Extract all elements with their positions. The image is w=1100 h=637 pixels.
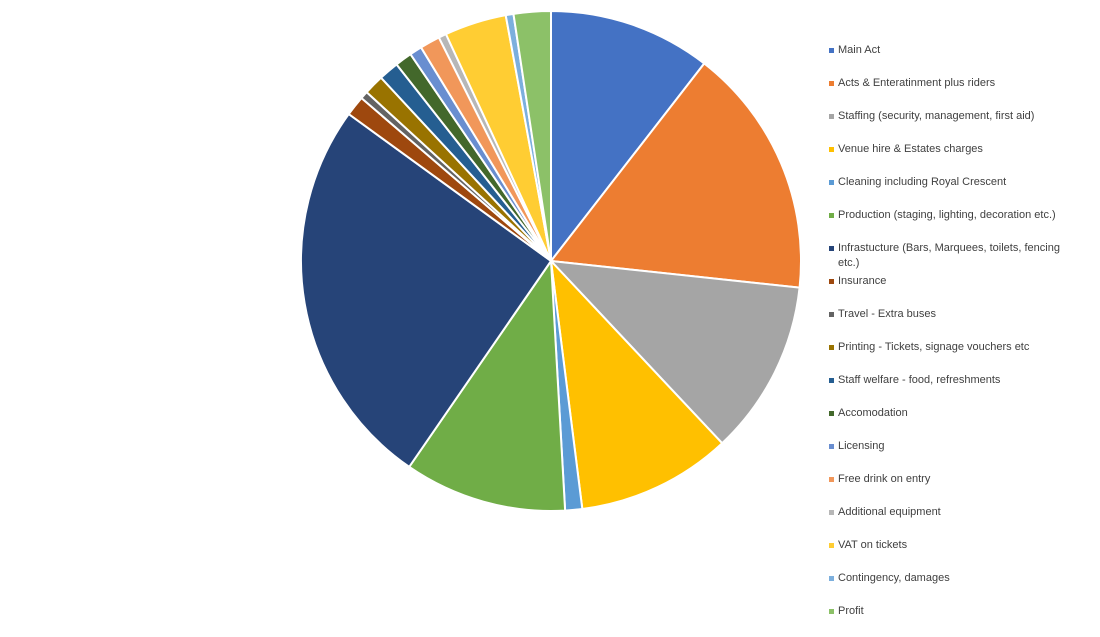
legend-label: Printing - Tickets, signage vouchers etc	[838, 341, 1030, 353]
legend-swatch	[829, 378, 834, 383]
legend-label: Staff welfare - food, refreshments	[838, 374, 1001, 386]
legend-label: Licensing	[838, 440, 885, 452]
legend-item: Production (staging, lighting, decoratio…	[829, 208, 1069, 223]
legend-item: Printing - Tickets, signage vouchers etc	[829, 340, 1069, 355]
legend-label: VAT on tickets	[838, 539, 908, 551]
pie-slice	[407, 258, 567, 512]
legend-item: Insurance	[829, 274, 1069, 289]
legend-item: Travel - Extra buses	[829, 307, 1069, 322]
legend-label: Travel - Extra buses	[838, 308, 937, 320]
legend-label: Profit	[838, 605, 864, 617]
legend-swatch	[829, 576, 834, 581]
legend-item: VAT on tickets	[829, 538, 1069, 553]
pie-slice	[548, 259, 801, 445]
legend-swatch	[829, 114, 834, 119]
legend-label: Free drink on entry	[838, 473, 931, 485]
pie-slice	[550, 9, 706, 264]
legend-label: Cleaning including Royal Crescent	[838, 176, 1007, 188]
legend-swatch	[829, 345, 834, 350]
legend-swatch	[829, 48, 834, 53]
legend-swatch	[829, 147, 834, 152]
pie-slice	[512, 9, 552, 262]
legend-swatch	[829, 312, 834, 317]
legend-swatch	[829, 411, 834, 416]
legend-swatch	[829, 609, 834, 614]
legend-item: Main Act	[829, 43, 1069, 58]
legend-item: Free drink on entry	[829, 472, 1069, 487]
legend-item: Infrastucture (Bars, Marquees, toilets, …	[829, 241, 1069, 271]
legend-item: Accomodation	[829, 406, 1069, 421]
legend-item: Additional equipment	[829, 505, 1069, 520]
legend-label: Contingency, damages	[838, 572, 950, 584]
legend-label: Main Act	[838, 44, 881, 56]
legend-item: Licensing	[829, 439, 1069, 454]
legend-item: Staffing (security, management, first ai…	[829, 109, 1069, 124]
legend-swatch	[829, 444, 834, 449]
legend-item: Contingency, damages	[829, 571, 1069, 586]
legend-item: Acts & Enteratinment plus riders	[829, 76, 1069, 91]
legend-swatch	[829, 213, 834, 218]
legend-swatch	[829, 477, 834, 482]
legend-swatch	[829, 279, 834, 284]
legend-swatch	[829, 81, 834, 86]
legend-item: Venue hire & Estates charges	[829, 142, 1069, 157]
legend-item: Profit	[829, 604, 1069, 619]
legend-swatch	[829, 246, 834, 251]
legend-label: Insurance	[838, 275, 887, 287]
legend-label: Infrastucture (Bars, Marquees, toilets, …	[838, 242, 1060, 269]
legend-item: Staff welfare - food, refreshments	[829, 373, 1069, 388]
pie-slice	[549, 258, 724, 511]
legend-swatch	[829, 543, 834, 548]
legend-label: Production (staging, lighting, decoratio…	[838, 209, 1056, 221]
legend-label: Additional equipment	[838, 506, 941, 518]
legend-label: Accomodation	[838, 407, 908, 419]
legend-label: Staffing (security, management, first ai…	[838, 110, 1035, 122]
legend-item: Cleaning including Royal Crescent	[829, 175, 1069, 190]
pie-slice	[549, 62, 802, 289]
pie-slice	[300, 112, 553, 469]
legend-label: Acts & Enteratinment plus riders	[838, 77, 996, 89]
legend-label: Venue hire & Estates charges	[838, 143, 983, 155]
legend-swatch	[829, 180, 834, 185]
legend-swatch	[829, 510, 834, 515]
